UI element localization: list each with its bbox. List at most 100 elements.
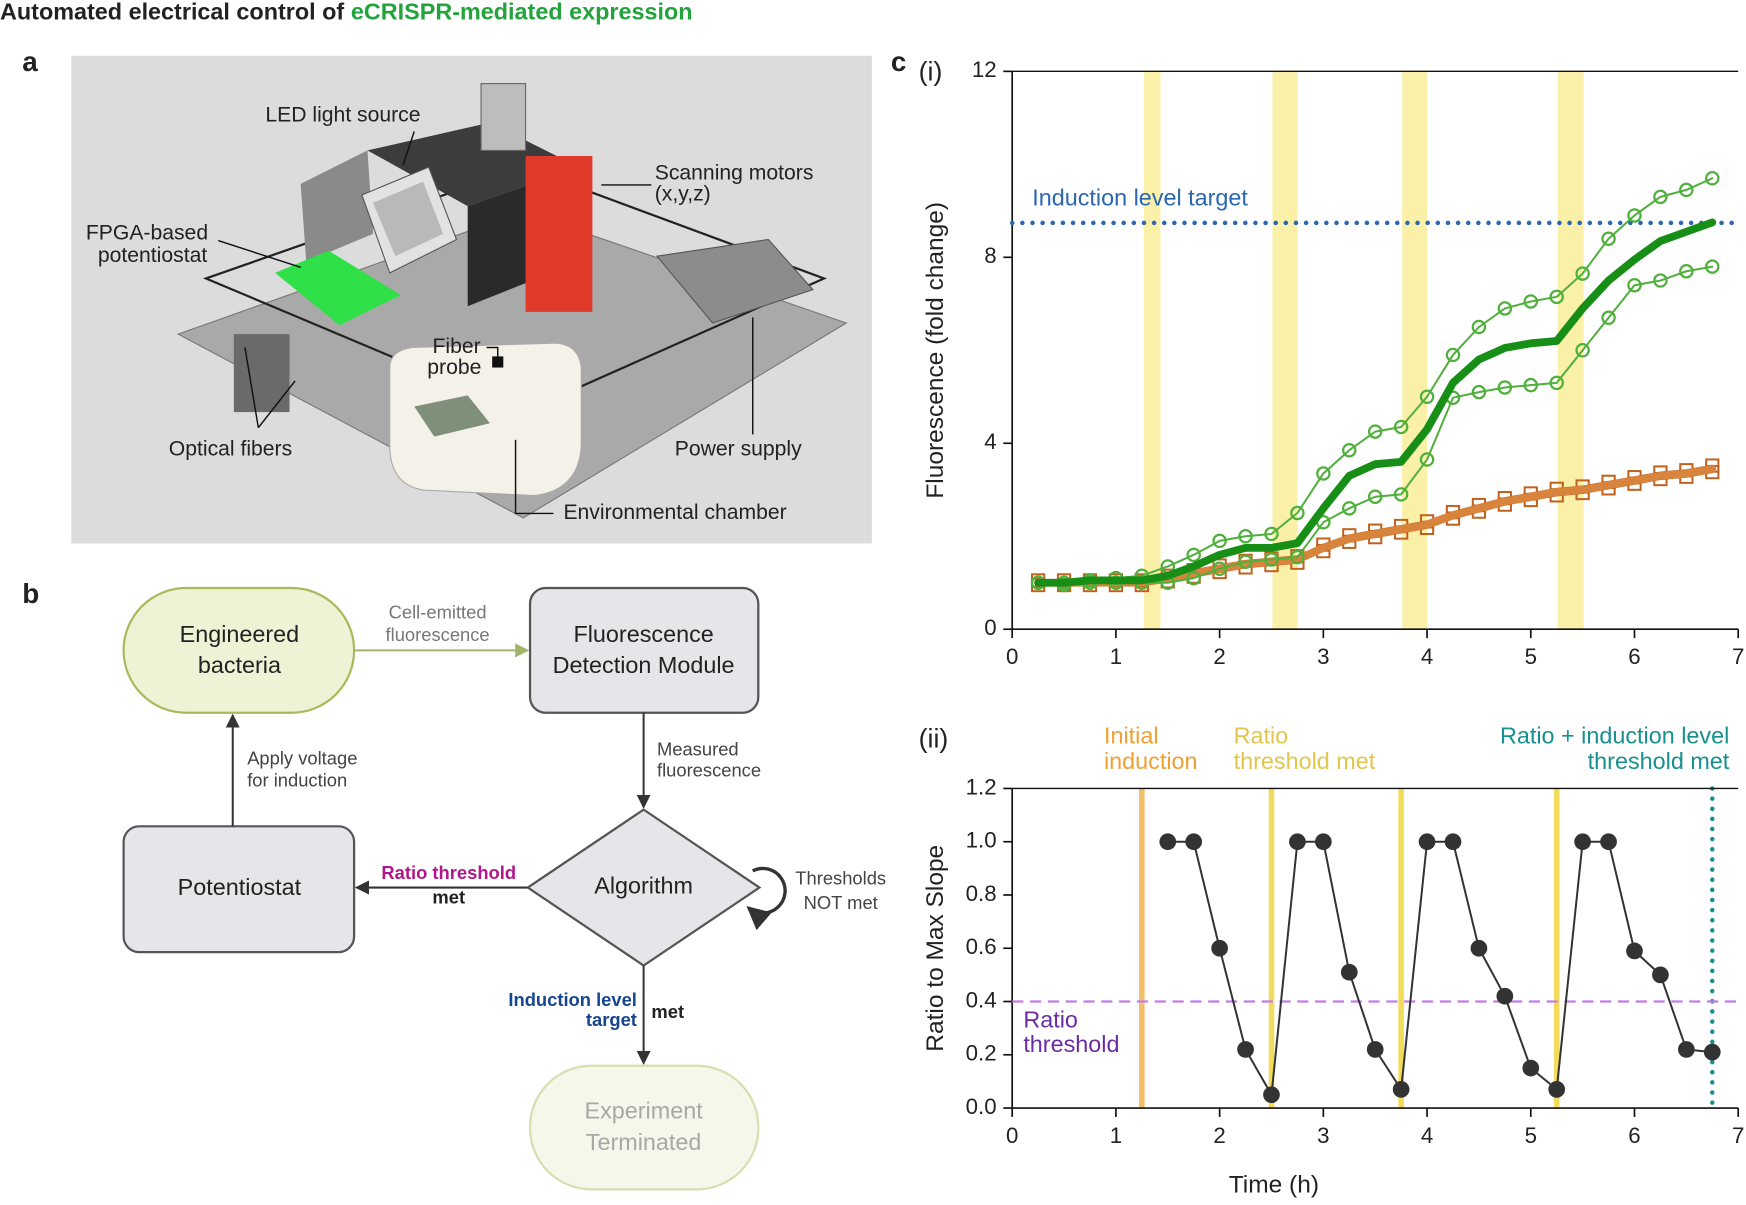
y-tick-label: 0.0 [966, 1094, 997, 1119]
lamp [300, 150, 374, 262]
x-tick-label: 2 [1213, 644, 1225, 669]
panel-label: (i) [919, 57, 943, 87]
figure-title: Automated electrical control of eCRISPR-m… [0, 0, 693, 25]
point-marker [1471, 319, 1487, 335]
point-marker [1393, 487, 1409, 502]
x-tick-label: 4 [1421, 1123, 1433, 1148]
x-tick-label: 7 [1732, 644, 1744, 669]
point-marker [1653, 189, 1668, 205]
panel-letter: a [22, 46, 38, 77]
self-loop [746, 866, 787, 931]
flowchart: Engineered bacteria Fluorescence Detecti… [122, 586, 886, 1191]
panel-label: (ii) [919, 724, 949, 754]
x-tick-label: 6 [1628, 1123, 1640, 1148]
point-marker [1392, 1081, 1410, 1098]
highlight-band [1557, 71, 1584, 630]
point-marker [1342, 501, 1357, 516]
optical-module [233, 334, 290, 413]
point-marker [1496, 987, 1514, 1005]
leader-line [244, 347, 296, 429]
y-tick-label: 1.0 [966, 828, 997, 853]
point-marker [1705, 259, 1720, 274]
edge-label: fluorescence [386, 624, 490, 645]
reference-label: Induction level target [1032, 185, 1248, 211]
point-marker [1549, 289, 1564, 305]
point-marker [1445, 347, 1461, 363]
x-tick-label: 0 [1006, 1123, 1018, 1148]
y-tick-label: 0.6 [966, 934, 997, 959]
x-tick-label: 1 [1110, 644, 1122, 669]
point-marker [1238, 554, 1253, 570]
x-tick-label: 5 [1525, 644, 1537, 669]
edge-label: target [586, 1009, 637, 1030]
edge-label: Ratio threshold [381, 862, 516, 883]
y-tick-label: 12 [972, 57, 997, 82]
edge-label: Induction level [508, 989, 637, 1010]
series-line [1037, 471, 1714, 587]
component-label: Optical fibers [169, 438, 292, 461]
point-marker [1652, 966, 1669, 984]
y-tick-label: 0.2 [966, 1041, 997, 1066]
highlight-band [1402, 71, 1428, 630]
reference-label: threshold [1023, 1031, 1119, 1057]
x-tick-label: 7 [1732, 1123, 1744, 1148]
point-marker [1290, 549, 1305, 565]
node-label: Fluorescence [573, 621, 713, 647]
instrument-render: LED light source FPGA-based potentiostat… [71, 55, 872, 544]
point-marker [1679, 182, 1694, 198]
leader-line [486, 346, 499, 359]
edge-label: for induction [247, 770, 347, 791]
point-marker [1316, 466, 1331, 481]
event-label: Ratio + induction level [1500, 722, 1729, 748]
x-tick-label: 3 [1317, 1123, 1329, 1148]
component-label: LED light source [265, 103, 420, 126]
edge-label: Apply voltage [247, 747, 357, 768]
point-marker [1290, 505, 1305, 521]
point-marker [1703, 1043, 1721, 1061]
point-marker [1419, 452, 1435, 467]
edge-label: met [651, 1001, 684, 1022]
node-label: Experiment [584, 1098, 703, 1124]
power-supply [655, 238, 814, 324]
point-marker [1367, 424, 1383, 439]
point-marker [1444, 833, 1462, 851]
point-marker [1626, 942, 1643, 960]
x-tick-label: 4 [1421, 644, 1433, 669]
reference-label: Ratio [1023, 1007, 1078, 1033]
title-text: Automated electrical control of [0, 0, 344, 25]
leader-line [514, 439, 554, 515]
y-tick-label: 0.8 [966, 881, 997, 906]
point-marker [1419, 389, 1435, 405]
point-marker [1497, 380, 1513, 395]
scanning-motor [525, 155, 593, 312]
node-label: Potentiostat [178, 874, 302, 900]
point-marker [1186, 570, 1201, 586]
point-marker [1342, 443, 1357, 458]
point-marker [1523, 294, 1539, 309]
point-marker [1600, 833, 1617, 851]
point-marker [1212, 561, 1227, 577]
component-label: probe [427, 356, 481, 379]
event-label: Ratio [1234, 722, 1289, 748]
x-tick-label: 2 [1213, 1123, 1225, 1148]
point-marker [1549, 375, 1564, 391]
point-marker [1601, 231, 1616, 246]
series-line [1037, 177, 1714, 584]
component-label: Fiber [432, 335, 480, 358]
event-label: threshold met [1234, 748, 1376, 774]
highlight-band [1143, 71, 1161, 630]
point-marker [1393, 419, 1409, 435]
node-label: Detection Module [553, 652, 735, 678]
node-label: bacteria [198, 652, 281, 678]
point-marker [1367, 489, 1383, 504]
panel-letter: c [891, 46, 906, 77]
point-marker [1238, 529, 1253, 544]
point-marker [1185, 833, 1203, 851]
panel-letter: b [22, 578, 39, 609]
node-terminated [528, 1064, 760, 1191]
edge-label: NOT met [804, 892, 878, 913]
event-label: Initial [1104, 722, 1159, 748]
node-label: Terminated [586, 1129, 702, 1155]
y-tick-label: 0.4 [966, 987, 997, 1012]
title-highlight: eCRISPR-mediated expression [351, 0, 693, 25]
